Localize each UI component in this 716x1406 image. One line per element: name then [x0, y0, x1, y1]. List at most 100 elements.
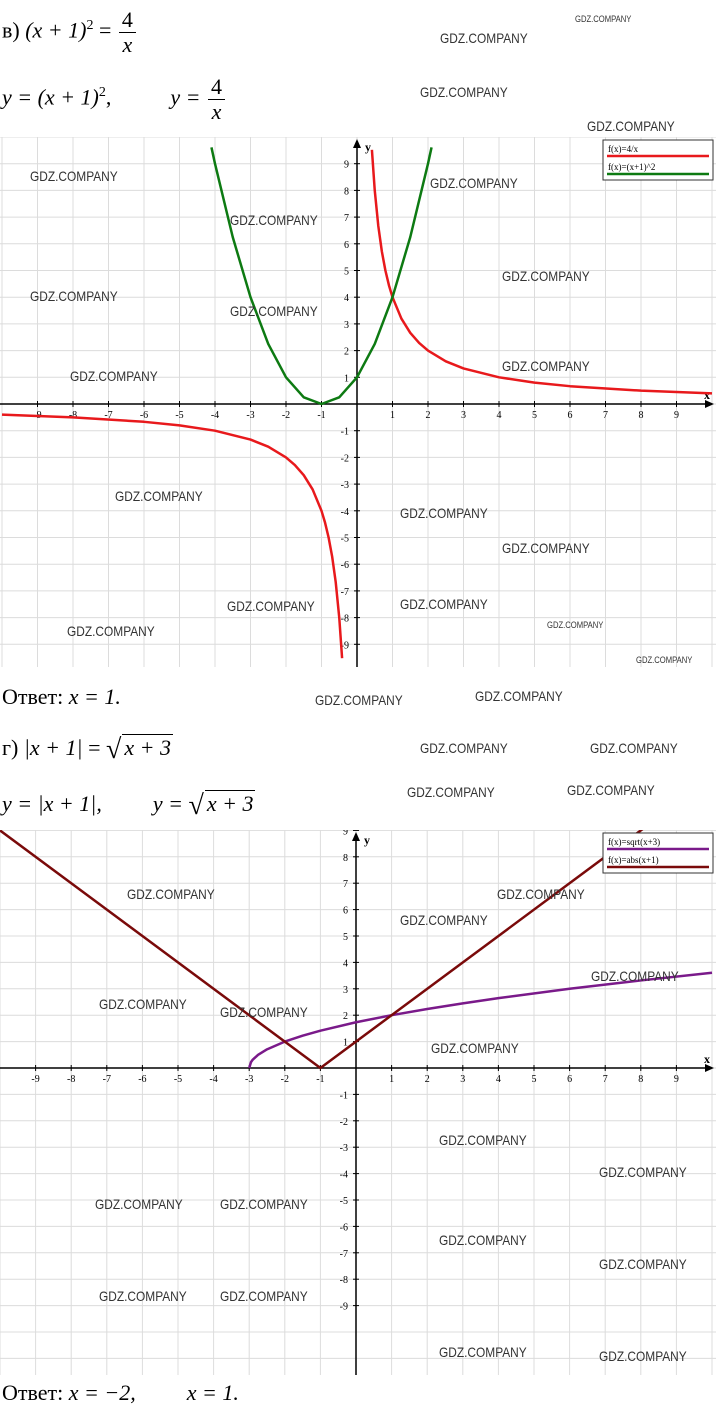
y-tick-label: -6: [340, 1222, 348, 1233]
sqrt-sign: √: [188, 790, 204, 821]
watermark: GDZ.COMPANY: [439, 1132, 527, 1148]
x-tick-label: 4: [497, 410, 502, 421]
exponent: 2: [86, 18, 94, 34]
watermark: GDZ.COMPANY: [497, 886, 585, 902]
x-axis-label: x: [704, 388, 710, 402]
numerator: 4: [208, 75, 225, 100]
x-tick-label: 1: [390, 410, 395, 421]
denominator: x: [211, 99, 222, 124]
y-tick-label: -7: [341, 587, 349, 598]
x-tick-label: -4: [211, 410, 219, 421]
x-tick-label: -1: [317, 410, 325, 421]
watermark: GDZ.COMPANY: [502, 540, 590, 556]
y-tick-label: -1: [340, 1090, 348, 1101]
legend-label: f(x)=4/x: [608, 144, 639, 154]
legend-label: f(x)=abs(x+1): [608, 855, 659, 865]
watermark: GDZ.COMPANY: [475, 688, 563, 704]
y-tick-label: 1: [344, 373, 349, 384]
y-tick-label: -4: [340, 1170, 348, 1181]
watermark: GDZ.COMPANY: [400, 912, 488, 928]
x-tick-label: -4: [209, 1074, 217, 1085]
y-tick-label: -8: [340, 1275, 348, 1286]
y-tick-label: 6: [344, 240, 349, 251]
y-axis-arrow-icon: [353, 139, 361, 148]
watermark: GDZ.COMPANY: [439, 1232, 527, 1248]
answer-label: Ответ:: [2, 1380, 64, 1405]
y-tick-label: -3: [341, 480, 349, 491]
numerator: 4: [118, 8, 136, 33]
y-tick-label: -5: [340, 1196, 348, 1207]
x-tick-label: -5: [174, 1074, 182, 1085]
legend-label: f(x)=(x+1)^2: [608, 162, 655, 172]
watermark: GDZ.COMPANY: [420, 84, 508, 100]
y-tick-label: 3: [344, 320, 349, 331]
answer-value: x = 1.: [68, 684, 121, 709]
watermark: GDZ.COMPANY: [127, 886, 215, 902]
y-tick-label: -3: [340, 1143, 348, 1154]
x-tick-label: -2: [282, 410, 290, 421]
problem-g-functions: y = |x + 1|, y = √ x + 3: [2, 790, 256, 822]
y-tick-label: -4: [341, 507, 349, 518]
watermark: GDZ.COMPANY: [599, 1256, 687, 1272]
watermark: GDZ.COMPANY: [591, 968, 679, 984]
y-axis-arrow-icon: [352, 832, 360, 841]
y-tick-label: 8: [344, 186, 349, 197]
x-tick-label: -1: [316, 1074, 324, 1085]
watermark: GDZ.COMPANY: [99, 1288, 187, 1304]
answer-g: Ответ: x = −2, x = 1.: [2, 1380, 239, 1406]
sqrt-sign: √: [106, 734, 122, 765]
x-tick-label: 9: [674, 410, 679, 421]
y-axis-label: y: [364, 833, 370, 847]
y-tick-label: 4: [344, 293, 349, 304]
y-tick-label: 9: [343, 830, 348, 837]
watermark: GDZ.COMPANY: [400, 505, 488, 521]
watermark: GDZ.COMPANY: [220, 1288, 308, 1304]
x-tick-label: 7: [603, 410, 608, 421]
chart-g: x y -9 -8 -7 -6 -5 -4 -3 -2 -1 1 2 3 4 5 6 7 8 9 9 8 7 6 5 4 3 2 1 -1…: [0, 830, 716, 1375]
watermark: GDZ.COMPANY: [95, 1196, 183, 1212]
watermark: GDZ.COMPANY: [30, 288, 118, 304]
watermark: GDZ.COMPANY: [70, 368, 158, 384]
series-line-0: [370, 149, 713, 395]
watermark: GDZ.COMPANY: [227, 598, 315, 614]
comma: ,: [105, 84, 112, 110]
x-tick-label: 2: [425, 1074, 430, 1085]
watermark: GDZ.COMPANY: [420, 740, 508, 756]
y-tick-label: 3: [343, 985, 348, 996]
watermark: GDZ.COMPANY: [315, 692, 403, 708]
watermark: GDZ.COMPANY: [575, 14, 632, 24]
y-tick-label: -5: [341, 534, 349, 545]
watermark: GDZ.COMPANY: [599, 1348, 687, 1364]
watermark: GDZ.COMPANY: [30, 168, 118, 184]
watermark: GDZ.COMPANY: [67, 623, 155, 639]
x-tick-label: -6: [140, 410, 148, 421]
x-tick-label: 7: [603, 1074, 608, 1085]
x-tick-label: -7: [103, 1074, 111, 1085]
x-tick-label: -8: [67, 1074, 75, 1085]
y-tick-label: 2: [344, 347, 349, 358]
watermark: GDZ.COMPANY: [431, 1040, 519, 1056]
watermark: GDZ.COMPANY: [439, 1344, 527, 1360]
y-tick-label: 7: [343, 879, 348, 890]
watermark: GDZ.COMPANY: [400, 596, 488, 612]
lhs: (x + 1): [25, 17, 87, 43]
radicand: x + 3: [204, 790, 256, 816]
watermark: GDZ.COMPANY: [599, 1164, 687, 1180]
y-tick-label: -9: [341, 640, 349, 651]
x-axis-arrow-icon: [705, 400, 714, 408]
series-line-1: [0, 830, 644, 1070]
watermark: GDZ.COMPANY: [220, 1196, 308, 1212]
y-tick-label: -1: [341, 427, 349, 438]
x-tick-label: 4: [496, 1074, 501, 1085]
function-1: y = |x + 1|,: [2, 791, 102, 816]
y-tick-label: -9: [340, 1302, 348, 1313]
problem-label: г): [2, 735, 19, 760]
y-tick-label: 5: [343, 932, 348, 943]
x-tick-label: 5: [532, 1074, 537, 1085]
problem-g-equation: г) |x + 1| = √ x + 3: [2, 734, 173, 766]
watermark: GDZ.COMPANY: [99, 996, 187, 1012]
x-tick-label: 8: [638, 1074, 643, 1085]
